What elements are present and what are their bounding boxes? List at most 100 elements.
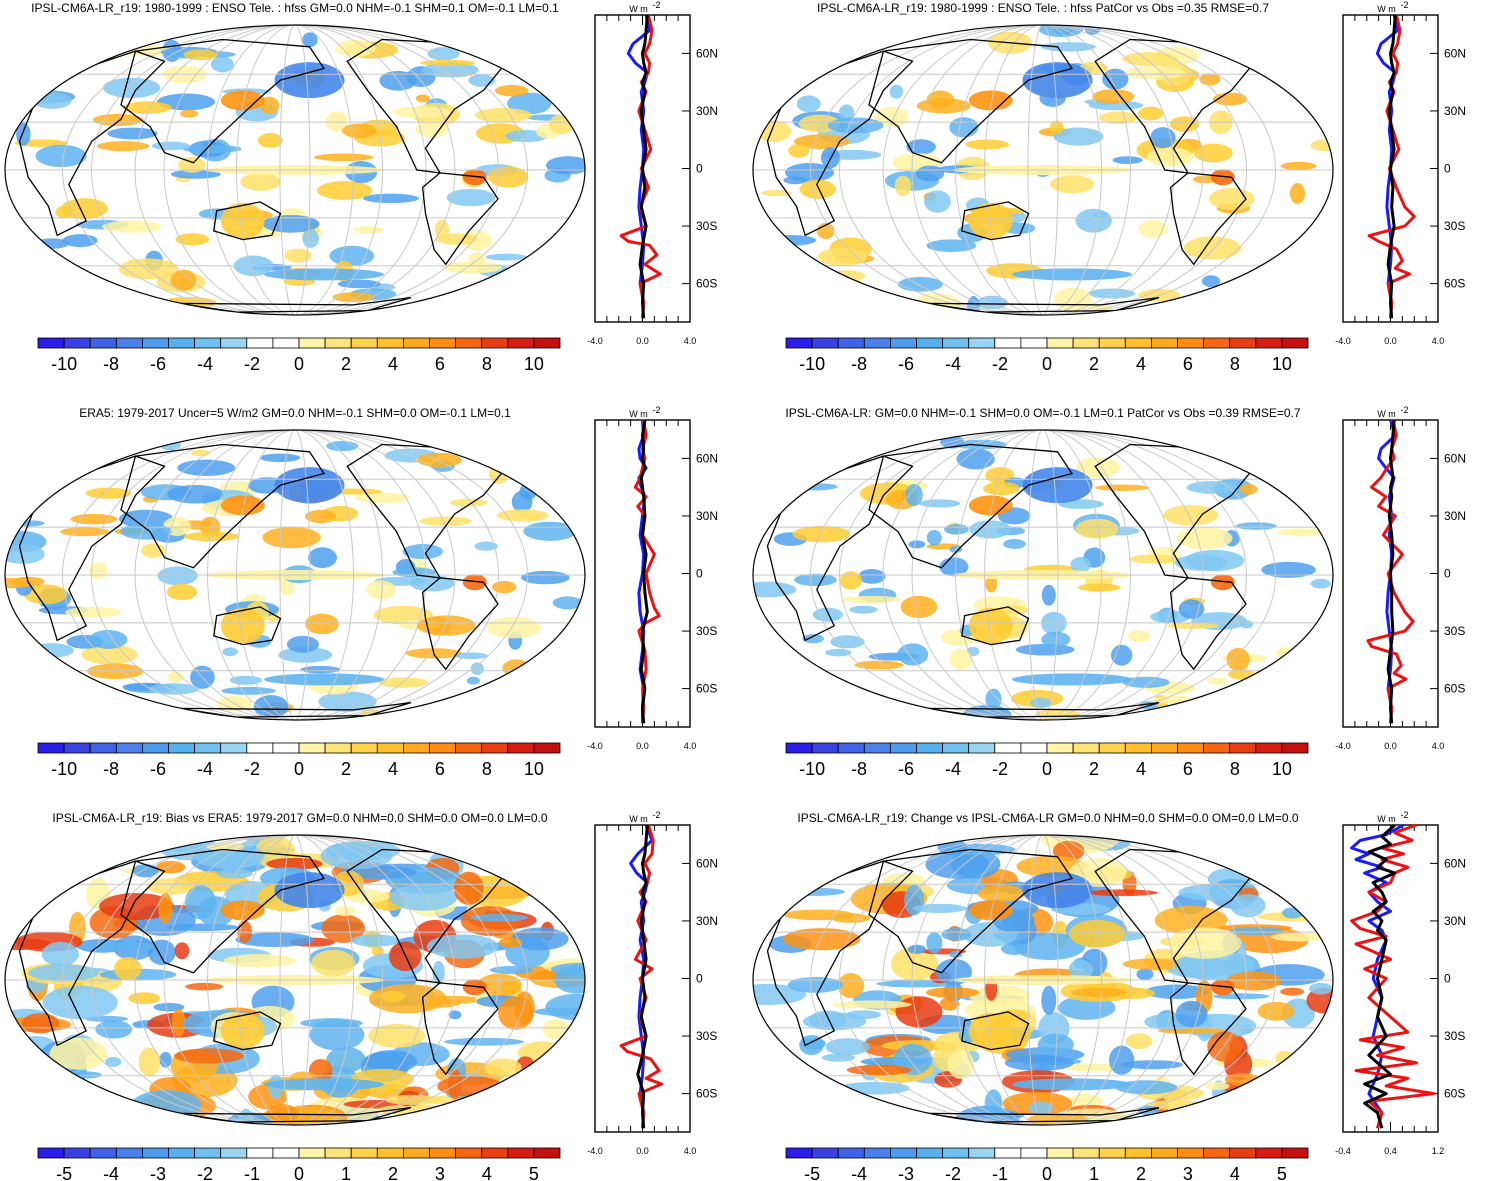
colorbar-swatch <box>811 1147 839 1159</box>
colorbar-swatch <box>1046 337 1074 349</box>
colorbar-swatch <box>220 337 248 349</box>
colorbar-label: 10 <box>524 759 544 779</box>
colorbar-swatch <box>1098 1147 1126 1159</box>
zonal-x-tick: -0.4 <box>1335 1146 1351 1156</box>
colorbar-label: 8 <box>1230 759 1240 779</box>
colorbar-label: 2 <box>341 354 351 374</box>
colorbar-swatch <box>168 1147 196 1159</box>
map-field <box>753 25 1333 315</box>
colorbar-swatch <box>376 337 404 349</box>
colorbar-swatch <box>994 742 1022 754</box>
colorbar-swatch <box>785 742 813 754</box>
colorbar-swatch <box>1150 742 1178 754</box>
colorbar-swatch <box>1072 1147 1100 1159</box>
colorbar-label: -4 <box>851 1164 867 1181</box>
colorbar-label: 4 <box>388 759 398 779</box>
colorbar-swatch <box>1177 742 1205 754</box>
colorbar-swatch <box>89 337 117 349</box>
zonal-lat-tick: 30N <box>1444 509 1466 523</box>
colorbar-swatch <box>863 337 891 349</box>
zonal-lat-tick: 60N <box>696 46 718 60</box>
colorbar-swatch <box>1203 337 1231 349</box>
colorbar-label: -10 <box>799 759 825 779</box>
unit-exponent: -2 <box>1401 810 1409 820</box>
unit-label: W m <box>629 409 648 419</box>
colorbar-swatch <box>298 337 326 349</box>
colorbar-label: -8 <box>103 354 119 374</box>
zonal-lat-tick: 60S <box>696 277 717 291</box>
colorbar-label: -2 <box>197 1164 213 1181</box>
zonal-lat-tick: 0 <box>1444 972 1451 986</box>
colorbar-swatch <box>1020 742 1048 754</box>
colorbar-swatch <box>1098 742 1126 754</box>
colorbar-swatch <box>1229 337 1257 349</box>
zonal-series-line <box>1375 14 1400 319</box>
colorbar-label: -3 <box>150 1164 166 1181</box>
colorbar-swatch <box>1281 742 1309 754</box>
colorbar-label: 0 <box>1042 759 1052 779</box>
colorbar-swatch <box>89 1147 117 1159</box>
panel-2: ERA5: 1979-2017 Uncer=5 W/m2 GM=0.0 NHM=… <box>4 405 718 779</box>
colorbar-swatch <box>63 742 91 754</box>
colorbar-swatch <box>507 742 535 754</box>
colorbar-label: -1 <box>244 1164 260 1181</box>
colorbar-swatch <box>1072 337 1100 349</box>
colorbar: -5 -4 -3 -2 -1 0 1 2 3 4 5 <box>37 1147 561 1181</box>
zonal-lat-tick: 0 <box>1444 567 1451 581</box>
zonal-lat-tick: 30S <box>1444 624 1465 638</box>
colorbar-swatch <box>481 1147 509 1159</box>
zonal-x-tick: -4.0 <box>587 741 603 751</box>
colorbar-swatch <box>298 742 326 754</box>
colorbar-swatch <box>1229 1147 1257 1159</box>
map-field <box>5 835 585 1125</box>
unit-exponent: -2 <box>653 0 661 10</box>
colorbar-swatch <box>1177 1147 1205 1159</box>
colorbar-label: -1 <box>992 1164 1008 1181</box>
colorbar-label: -6 <box>898 354 914 374</box>
colorbar-swatch <box>455 742 483 754</box>
colorbar-swatch <box>115 337 143 349</box>
colorbar-swatch <box>455 1147 483 1159</box>
colorbar-label: 1 <box>341 1164 351 1181</box>
unit-label: W m <box>1377 814 1396 824</box>
colorbar-label: 6 <box>1183 759 1193 779</box>
colorbar-label: 4 <box>1136 354 1146 374</box>
colorbar-label: -8 <box>851 759 867 779</box>
colorbar-label: 0 <box>1042 354 1052 374</box>
colorbar-swatch <box>1281 337 1309 349</box>
colorbar-swatch <box>1124 337 1152 349</box>
colorbar-label: 8 <box>482 354 492 374</box>
colorbar-label: 0 <box>294 1164 304 1181</box>
colorbar-swatch <box>942 337 970 349</box>
colorbar-swatch <box>350 1147 378 1159</box>
panel-1: IPSL-CM6A-LR_r19: 1980-1999 : ENSO Tele.… <box>752 0 1466 374</box>
colorbar-swatch <box>429 1147 457 1159</box>
colorbar-swatch <box>115 1147 143 1159</box>
colorbar-swatch <box>37 1147 65 1159</box>
zonal-lat-tick: 30S <box>696 219 717 233</box>
panel-title: IPSL-CM6A-LR_r19: Change vs IPSL-CM6A-LR… <box>797 811 1299 825</box>
colorbar-label: 6 <box>435 759 445 779</box>
colorbar-swatch <box>350 337 378 349</box>
zonal-lat-tick: 30N <box>696 104 718 118</box>
zonal-series-line <box>636 824 649 1129</box>
world-map <box>4 429 586 721</box>
colorbar-swatch <box>1046 1147 1074 1159</box>
colorbar-swatch <box>994 337 1022 349</box>
colorbar-label: -2 <box>244 354 260 374</box>
zonal-x-tick: 1.2 <box>1432 1146 1445 1156</box>
colorbar-label: 10 <box>1272 759 1292 779</box>
colorbar-swatch <box>402 337 430 349</box>
zonal-series-line <box>1386 14 1397 319</box>
colorbar-swatch <box>324 1147 352 1159</box>
colorbar-swatch <box>272 337 300 349</box>
colorbar-swatch <box>455 337 483 349</box>
colorbar-label: -10 <box>51 759 77 779</box>
colorbar-swatch <box>1255 1147 1283 1159</box>
panel-5: IPSL-CM6A-LR_r19: Change vs IPSL-CM6A-LR… <box>752 810 1466 1181</box>
panel-title: IPSL-CM6A-LR_r19: 1980-1999 : ENSO Tele.… <box>31 1 559 15</box>
colorbar-label: 3 <box>1183 1164 1193 1181</box>
colorbar-swatch <box>246 742 274 754</box>
zonal-lat-tick: 30N <box>696 914 718 928</box>
zonal-x-tick: -4.0 <box>1335 336 1351 346</box>
